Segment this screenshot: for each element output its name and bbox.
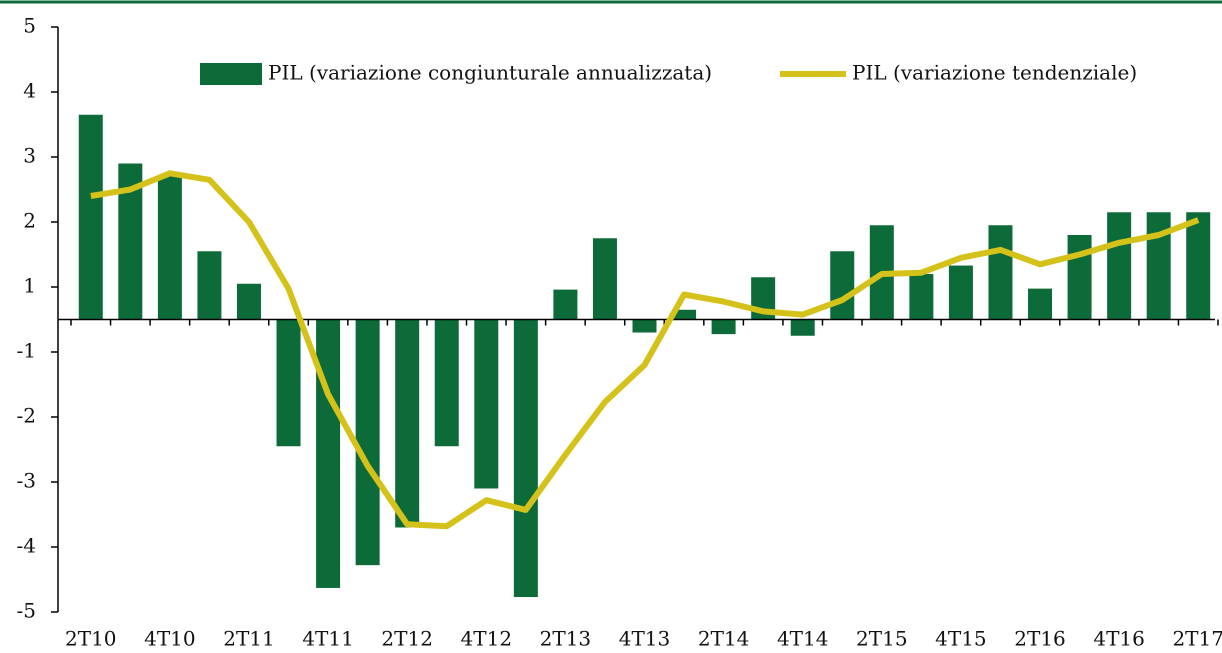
bar [672,309,697,320]
bar [1028,288,1053,320]
x-tick-label: 4T11 [302,627,354,651]
bar [1186,212,1211,320]
x-tick-label: 2T17 [1172,627,1222,651]
x-tick-label: 2T11 [223,627,275,651]
bar [118,163,143,320]
x-tick-label: 4T16 [1093,627,1145,651]
x-tick-label: 2T10 [65,627,117,651]
bar [157,176,182,320]
bar [197,251,222,320]
y-tick-label: -5 [17,599,36,623]
y-tick-label: 2 [23,209,36,233]
x-tick-label: 2T15 [856,627,908,651]
legend-label: PIL (variazione congiunturale annualizza… [268,61,712,85]
bar [316,319,341,588]
y-tick-label: 3 [23,144,36,168]
y-tick-label: 5 [23,14,36,38]
y-tick-label: -2 [17,404,36,428]
bar [830,251,855,320]
bar [78,114,103,320]
bar [1146,212,1171,320]
bar [236,283,261,320]
x-tick-label: 2T14 [698,627,750,651]
bar [513,319,538,598]
legend-swatch [200,63,262,85]
x-tick-label: 2T16 [1014,627,1066,651]
x-tick-label: 4T10 [144,627,196,651]
x-tick-label: 2T13 [540,627,592,651]
bar [909,274,934,320]
bar [948,265,973,320]
x-tick-label: 4T13 [619,627,671,651]
bar [276,319,301,447]
x-tick-label: 4T12 [461,627,513,651]
y-tick-label: -4 [17,534,36,558]
x-tick-label: 2T12 [381,627,433,651]
bar [711,319,736,335]
bar [474,319,499,489]
y-tick-label: -3 [17,469,36,493]
x-tick-label: 4T15 [935,627,987,651]
bar [988,225,1013,320]
bar [790,319,815,336]
bar [632,319,657,333]
bar [395,319,420,528]
legend-label: PIL (variazione tendenziale) [852,61,1137,85]
bar [1107,212,1132,320]
x-tick-label: 4T14 [777,627,829,651]
line [90,170,1200,530]
y-tick-label: -1 [17,339,36,363]
bar [592,238,617,320]
y-tick-label: 1 [23,274,36,298]
bar [1067,235,1092,320]
y-tick-label: 4 [23,79,36,103]
bar [355,319,380,566]
bar [553,289,578,320]
bar [434,319,459,447]
